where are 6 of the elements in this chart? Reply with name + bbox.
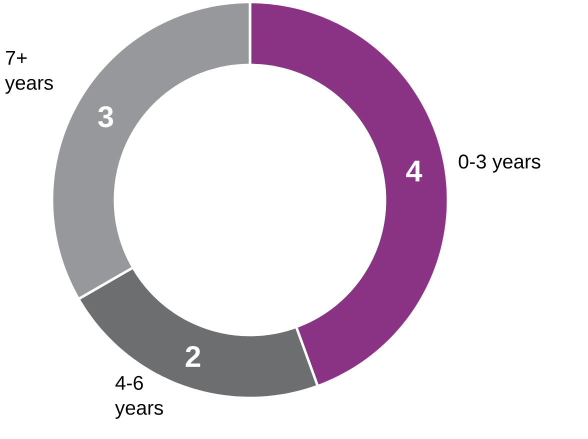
data-label: 3	[98, 106, 114, 128]
data-label: 4	[406, 160, 422, 182]
slice-label: 4-6 years	[115, 376, 163, 419]
data-label: 2	[186, 346, 200, 367]
slice-label: 7+ years	[4, 51, 53, 94]
slice-label: 0-3 years	[458, 154, 540, 173]
